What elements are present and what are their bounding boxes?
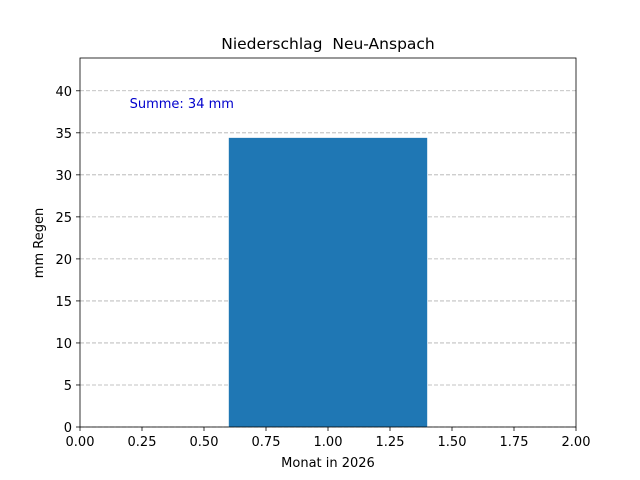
x-tick-label: 0.75 [252,435,281,450]
x-tick-label: 2.00 [562,435,591,450]
y-axis-label: mm Regen [32,208,47,278]
y-tick-label: 15 [55,295,72,310]
x-tick-label: 0.50 [190,435,219,450]
y-tick-label: 25 [55,211,72,226]
y-tick-label: 5 [64,379,72,394]
x-tick-label: 0.00 [66,435,95,450]
y-tick-label: 10 [55,337,72,352]
bar [228,137,428,427]
y-tick-label: 30 [55,169,72,184]
annotation: Summe: 34 mm [130,97,234,112]
x-tick-label: 1.75 [500,435,529,450]
x-axis-label: Monat in 2026 [281,456,375,471]
x-tick-label: 0.25 [128,435,157,450]
y-tick-label: 0 [64,421,72,436]
x-tick-label: 1.50 [438,435,467,450]
y-tick-label: 40 [55,85,72,100]
y-tick-label: 35 [55,127,72,142]
y-tick-label: 20 [55,253,72,268]
chart-title: Niederschlag Neu-Anspach [221,35,435,53]
plot-frame [79,57,577,428]
x-tick-label: 1.00 [314,435,343,450]
x-tick-label: 1.25 [376,435,405,450]
